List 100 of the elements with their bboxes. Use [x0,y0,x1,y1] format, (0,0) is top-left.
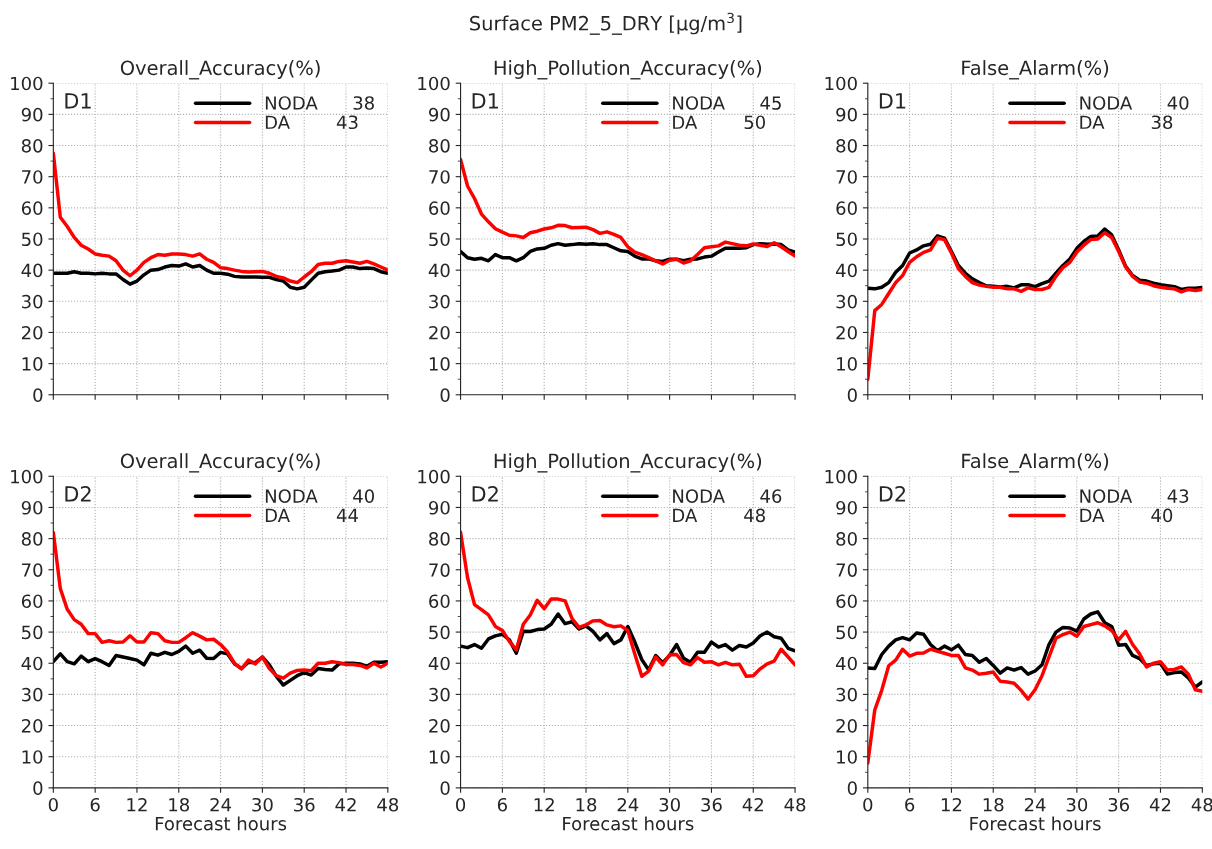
y-tick-label: 80 [429,532,450,546]
y-tick-label: 100 [825,76,857,91]
y-tick-label: 90 [21,107,43,122]
x-tick-label: 6 [90,797,100,812]
y-tick-label: 10 [429,357,450,371]
y-tick-label: 50 [22,232,43,247]
x-tick-label: 18 [169,797,190,812]
x-tick-label: 12 [534,797,554,812]
line-series [867,620,1203,765]
y-tick-label: 30 [22,687,43,702]
y-tick-label: 40 [428,263,450,278]
y-tick-label: 0 [33,781,43,795]
y-tick-label: 50 [429,625,450,640]
y-tick-label: 100 [11,76,43,91]
y-tick-label: 80 [429,138,450,153]
y-tick-label: 30 [836,687,857,702]
y-tick-label: 20 [21,325,43,340]
y-tick-label: 0 [33,388,43,402]
y-tick-label: 20 [21,719,43,733]
legend-label: DA 40 [1080,508,1173,523]
y-tick-label: 70 [429,170,450,184]
x-tick-label: 30 [252,797,273,812]
chart-title: High_Pollution_Accuracy(%) [494,60,762,80]
y-tick-label: 70 [836,563,857,577]
line-series [460,530,796,679]
y-tick-label: 0 [440,781,450,795]
chart-title: Overall_Accuracy(%) [120,60,320,80]
line-series [53,151,388,285]
x-tick-label: 24 [210,797,232,812]
y-tick-label: 90 [429,107,450,122]
y-tick-label: 60 [429,201,450,215]
y-tick-label: 100 [418,76,450,91]
x-tick-label: 48 [1191,797,1212,812]
x-tick-label: 18 [576,797,597,812]
y-tick-label: 40 [21,656,43,671]
chart-title: Overall_Accuracy(%) [120,453,320,473]
legend-label: NODA 43 [1080,489,1189,503]
legend-label: NODA 40 [265,489,375,503]
x-tick-label: 24 [1024,797,1046,812]
y-tick-label: 0 [847,781,857,795]
chart-title: False_Alarm(%) [962,453,1109,473]
x-tick-label: 0 [456,797,466,812]
y-tick-label: 70 [22,563,43,577]
legend-label: NODA 40 [1080,96,1189,110]
annotation: D1 [879,93,906,109]
annotation: D2 [472,486,498,502]
x-axis-title: Forecast hours [563,816,694,831]
x-tick-label: 48 [377,797,399,812]
y-tick-label: 40 [835,263,857,278]
x-tick-label: 42 [742,797,763,812]
y-tick-label: 70 [836,170,857,184]
y-tick-label: 10 [837,750,857,764]
y-tick-label: 10 [22,750,43,764]
line-series [53,262,388,291]
annotation: D1 [472,93,498,109]
x-tick-label: 48 [784,797,806,812]
y-tick-label: 80 [21,138,43,153]
y-tick-label: 10 [837,357,857,371]
x-tick-label: 12 [127,797,147,812]
y-tick-label: 30 [22,294,43,309]
x-tick-label: 42 [335,797,356,812]
y-tick-label: 90 [836,500,857,515]
y-tick-label: 50 [836,232,857,247]
legend-label: DA 44 [265,508,358,522]
y-tick-label: 0 [440,388,450,402]
x-tick-label: 18 [983,797,1004,812]
legend-label: DA 43 [265,115,358,130]
y-tick-label: 80 [836,532,857,546]
y-tick-label: 90 [836,107,857,122]
x-tick-label: 12 [941,797,962,812]
x-axis-title: Forecast hours [970,816,1101,831]
text: Surface PM2_5_DRY [μg/m$^{3}$] [470,12,742,35]
y-tick-label: 20 [836,719,857,733]
y-tick-label: 90 [21,500,43,515]
y-tick-label: 10 [22,357,43,371]
x-tick-label: 24 [617,797,639,812]
y-tick-label: 50 [429,232,450,247]
line-series [867,231,1203,381]
legend-label: NODA 38 [265,96,374,110]
legend-label: DA 48 [673,508,765,523]
y-tick-label: 90 [429,500,450,515]
x-tick-label: 36 [294,797,315,812]
y-tick-label: 10 [429,750,450,764]
y-tick-label: 60 [21,594,43,609]
y-tick-label: 20 [429,719,450,733]
y-tick-label: 40 [835,656,857,671]
annotation: D1 [65,93,91,109]
y-tick-label: 60 [836,594,857,609]
y-tick-label: 60 [836,201,857,215]
legend-label: DA 38 [1080,115,1173,130]
chart-title: High_Pollution_Accuracy(%) [494,453,762,473]
annotation: D2 [879,486,906,502]
legend-label: NODA 46 [673,489,782,503]
y-tick-label: 40 [21,263,43,278]
y-tick-label: 70 [429,563,450,577]
x-tick-label: 30 [1066,797,1088,812]
x-tick-label: 6 [497,797,507,812]
y-tick-label: 20 [836,325,857,340]
y-tick-label: 30 [836,294,857,309]
chart-title: False_Alarm(%) [962,60,1109,80]
